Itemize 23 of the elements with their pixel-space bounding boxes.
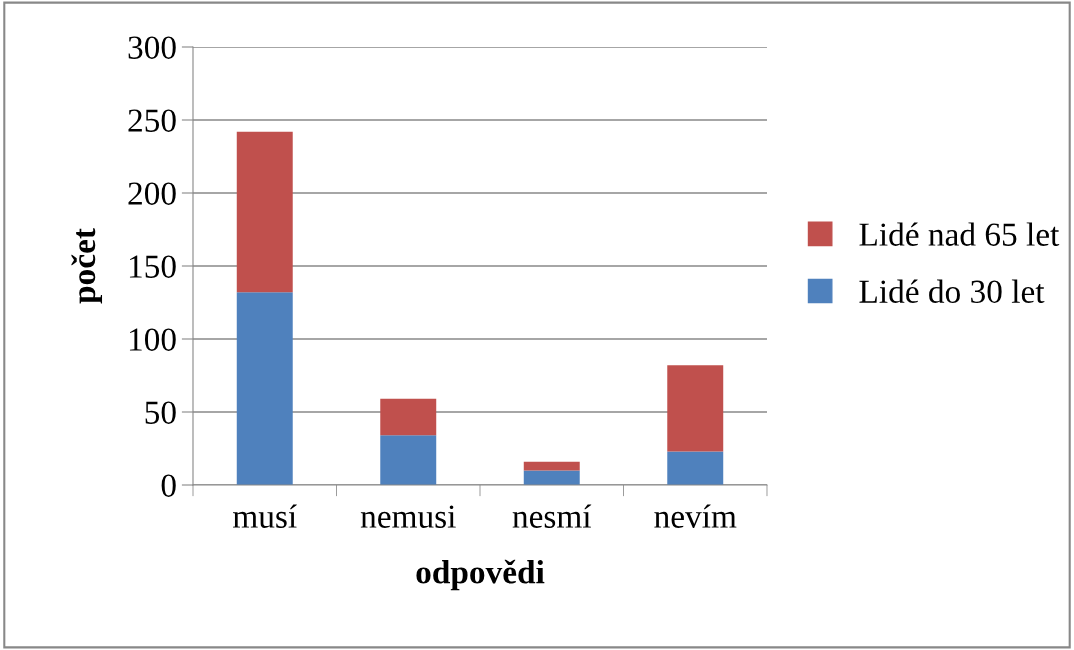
x-tick-label: musí	[233, 504, 297, 528]
y-axis-title: počet	[71, 228, 103, 304]
bar	[380, 435, 437, 485]
bar	[236, 292, 293, 485]
y-tick-label: 0	[161, 474, 176, 497]
y-tick-label: 100	[129, 328, 176, 351]
bar	[380, 398, 437, 436]
y-tick-label: 250	[128, 109, 176, 132]
legend-label: Lidé do 30 let	[859, 279, 1045, 303]
bar	[523, 470, 580, 485]
y-tick-label: 150	[129, 255, 176, 278]
bar	[667, 365, 724, 452]
legend-label: Lidé nad 65 let	[859, 222, 1060, 246]
y-tick-label: 300	[128, 36, 176, 59]
y-tick-label: 200	[128, 182, 176, 205]
x-tick-label: nemusi	[360, 505, 456, 528]
y-tick-label: 50	[145, 401, 176, 424]
x-axis-title: odpovědi	[416, 559, 545, 591]
bar	[667, 451, 724, 485]
x-tick-label: nesmí	[512, 504, 592, 528]
bar	[236, 131, 293, 293]
x-tick-label: nevím	[654, 504, 737, 528]
bar	[523, 461, 580, 471]
